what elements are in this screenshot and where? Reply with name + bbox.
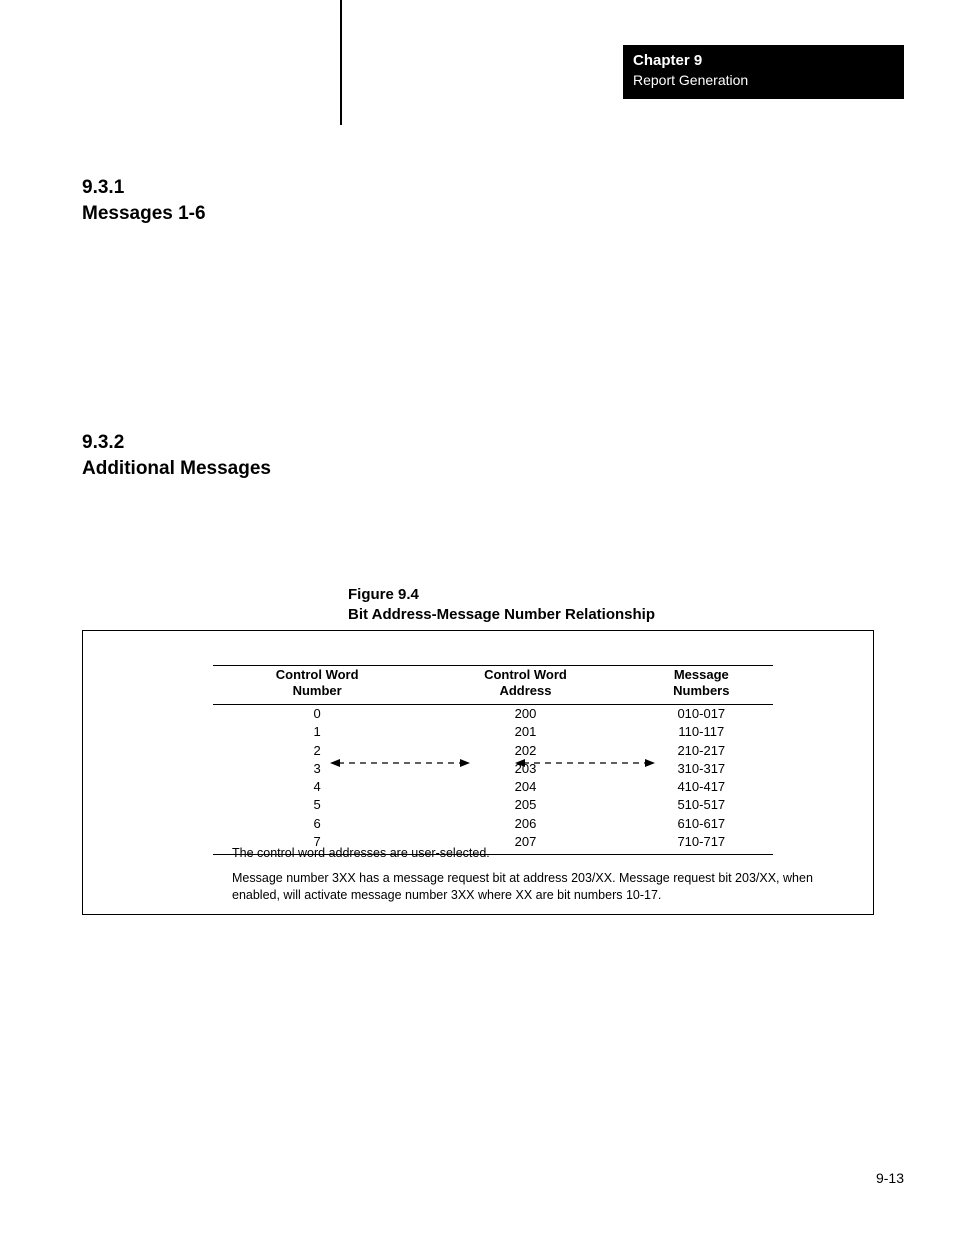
table-row: 1 201 110-117 xyxy=(213,723,773,741)
figure-caption: Figure 9.4 Bit Address-Message Number Re… xyxy=(348,585,655,626)
table-cell: 410-417 xyxy=(630,778,773,796)
section-number: 9.3.1 xyxy=(82,175,206,201)
figure-note: The control word addresses are user-sele… xyxy=(232,845,832,862)
table-cell: 204 xyxy=(421,778,629,796)
table-cell: 4 xyxy=(213,778,421,796)
table-cell: 206 xyxy=(421,815,629,833)
header-vertical-rule xyxy=(340,0,342,125)
table-cell: 210-217 xyxy=(630,742,773,760)
table-cell: 200 xyxy=(421,705,629,724)
table-cell: 610-617 xyxy=(630,815,773,833)
table-cell: 6 xyxy=(213,815,421,833)
table-header: Control Word Number xyxy=(213,666,421,705)
chapter-label: Chapter 9 xyxy=(633,51,894,71)
table-header-line2: Number xyxy=(293,683,342,698)
section-title: Messages 1-6 xyxy=(82,201,206,227)
table-row: 0 200 010-017 xyxy=(213,705,773,724)
table-header-line1: Message xyxy=(674,667,729,682)
table-cell: 203 xyxy=(421,760,629,778)
table-header: Control Word Address xyxy=(421,666,629,705)
table-cell: 310-317 xyxy=(630,760,773,778)
page-number: 9-13 xyxy=(876,1170,904,1186)
table-cell: 205 xyxy=(421,796,629,814)
table-cell: 5 xyxy=(213,796,421,814)
table-cell: 201 xyxy=(421,723,629,741)
table-row: 3 203 310-317 xyxy=(213,760,773,778)
table-cell: 202 xyxy=(421,742,629,760)
table-header: Message Numbers xyxy=(630,666,773,705)
section-heading-9-3-1: 9.3.1 Messages 1-6 xyxy=(82,175,206,226)
table-header-line1: Control Word xyxy=(484,667,567,682)
figure-notes: The control word addresses are user-sele… xyxy=(232,845,832,912)
table-row: 4 204 410-417 xyxy=(213,778,773,796)
table-cell: 1 xyxy=(213,723,421,741)
table-row: 5 205 510-517 xyxy=(213,796,773,814)
table-row: 6 206 610-617 xyxy=(213,815,773,833)
figure-note: Message number 3XX has a message request… xyxy=(232,870,832,904)
figure-title: Bit Address-Message Number Relationship xyxy=(348,605,655,625)
table-row: 2 202 210-217 xyxy=(213,742,773,760)
table-header-line1: Control Word xyxy=(276,667,359,682)
table-cell: 3 xyxy=(213,760,421,778)
table-header-line2: Numbers xyxy=(673,683,729,698)
table-cell: 010-017 xyxy=(630,705,773,724)
table-cell: 2 xyxy=(213,742,421,760)
table-header-line2: Address xyxy=(499,683,551,698)
section-heading-9-3-2: 9.3.2 Additional Messages xyxy=(82,430,271,481)
chapter-header-box: Chapter 9 Report Generation xyxy=(623,45,904,99)
chapter-title: Report Generation xyxy=(633,71,894,89)
bit-address-table: Control Word Number Control Word Address… xyxy=(213,665,773,855)
section-title: Additional Messages xyxy=(82,456,271,482)
table-cell: 510-517 xyxy=(630,796,773,814)
section-number: 9.3.2 xyxy=(82,430,271,456)
table-cell: 0 xyxy=(213,705,421,724)
figure-number: Figure 9.4 xyxy=(348,585,655,605)
table-cell: 110-117 xyxy=(630,723,773,741)
